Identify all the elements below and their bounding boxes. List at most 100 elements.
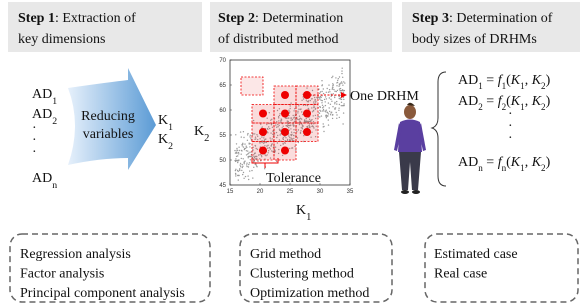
step-title: : Determination of	[449, 11, 553, 26]
sample-point	[338, 108, 339, 109]
formula-part: ,	[525, 94, 532, 109]
sample-point	[322, 105, 323, 106]
sample-point	[236, 156, 237, 157]
sample-point	[320, 107, 321, 108]
x-tick-label: 30	[317, 189, 324, 195]
step-title: : Extraction of	[55, 11, 136, 26]
sample-point	[339, 117, 340, 118]
formula-part: ,	[525, 73, 532, 88]
arrow-label: Reducing	[81, 109, 135, 124]
sample-point	[340, 88, 341, 89]
sample-point	[257, 161, 258, 162]
sample-point	[276, 161, 277, 162]
sample-point	[331, 77, 332, 78]
y-tick-label: 60	[219, 108, 226, 114]
sample-point	[253, 161, 254, 162]
formula-part: AD	[458, 94, 478, 109]
sample-point	[253, 167, 254, 168]
formula-part: =	[483, 73, 498, 88]
sample-point	[242, 144, 243, 145]
sample-point	[342, 89, 343, 90]
formula-part: 1	[168, 122, 173, 133]
sample-point	[243, 131, 244, 132]
sample-point	[247, 134, 248, 135]
formula: K2	[158, 132, 173, 152]
formula-part: K	[510, 155, 521, 170]
sample-point	[235, 169, 236, 170]
sample-point	[321, 91, 322, 92]
sample-point	[242, 174, 243, 175]
sample-point	[336, 112, 337, 113]
sample-point	[326, 110, 327, 111]
sample-point	[332, 114, 333, 115]
sample-point	[336, 91, 337, 92]
step-heading: Step 2: Determination	[218, 11, 343, 26]
sample-point	[320, 91, 321, 92]
sample-point	[248, 157, 249, 158]
sample-point	[332, 83, 333, 84]
cell-center	[303, 128, 311, 136]
cell-center	[281, 91, 289, 99]
formula-part: ,	[525, 155, 532, 170]
formula-part: AD	[458, 155, 478, 170]
sample-point	[340, 92, 341, 93]
brace	[432, 72, 446, 186]
formula: K1	[296, 203, 311, 223]
sample-point	[322, 110, 323, 111]
sample-point	[341, 99, 342, 100]
sample-point	[243, 146, 244, 147]
sample-point	[344, 82, 345, 83]
sample-point	[341, 83, 342, 84]
sample-point	[342, 85, 343, 86]
formula: ·	[32, 145, 37, 160]
sample-point	[323, 106, 324, 107]
sample-point	[341, 105, 342, 106]
formula-part: )	[546, 155, 551, 170]
sample-point	[337, 82, 338, 83]
cell-center	[259, 110, 267, 118]
sample-point	[323, 126, 324, 127]
sample-point	[242, 167, 243, 168]
sample-point	[333, 89, 334, 90]
cell-center	[259, 147, 267, 155]
sample-point	[250, 159, 251, 160]
sample-point	[326, 117, 327, 118]
formula: AD1 = f1(K1, K2)	[458, 73, 551, 91]
sample-point	[244, 148, 245, 149]
sample-point	[338, 86, 339, 87]
arrow-label: variables	[83, 127, 134, 142]
sample-point	[321, 80, 322, 81]
sample-point	[248, 164, 249, 165]
sample-point	[328, 124, 329, 125]
x-tick-label: 15	[227, 189, 234, 195]
formula-part: AD	[32, 87, 52, 102]
method-item: Principal component analysis	[20, 286, 185, 301]
sample-point	[343, 92, 344, 93]
sample-point	[325, 96, 326, 97]
sample-point	[330, 114, 331, 115]
sample-point	[249, 136, 250, 137]
sample-point	[325, 115, 326, 116]
sample-point	[339, 83, 340, 84]
sample-point	[334, 109, 335, 110]
sample-point	[234, 150, 235, 151]
tolerance-label: Tolerance	[266, 171, 321, 186]
step-title: body sizes of DRHMs	[412, 32, 537, 47]
sample-point	[247, 153, 248, 154]
sample-point	[240, 164, 241, 165]
sample-point	[336, 114, 337, 115]
step-heading: Step 1: Extraction of	[18, 11, 136, 26]
sample-point	[332, 89, 333, 90]
method-item: Optimization method	[250, 286, 369, 301]
sample-point	[235, 158, 236, 159]
sample-point	[330, 99, 331, 100]
sample-point	[342, 77, 343, 78]
step-title: key dimensions	[18, 32, 106, 47]
sample-point	[319, 116, 320, 117]
formula: K1	[158, 113, 173, 133]
sample-point	[326, 92, 327, 93]
sample-point	[318, 112, 319, 113]
formula-part: K	[296, 203, 306, 218]
sample-point	[237, 170, 238, 171]
step-label: Step 2	[218, 11, 255, 26]
